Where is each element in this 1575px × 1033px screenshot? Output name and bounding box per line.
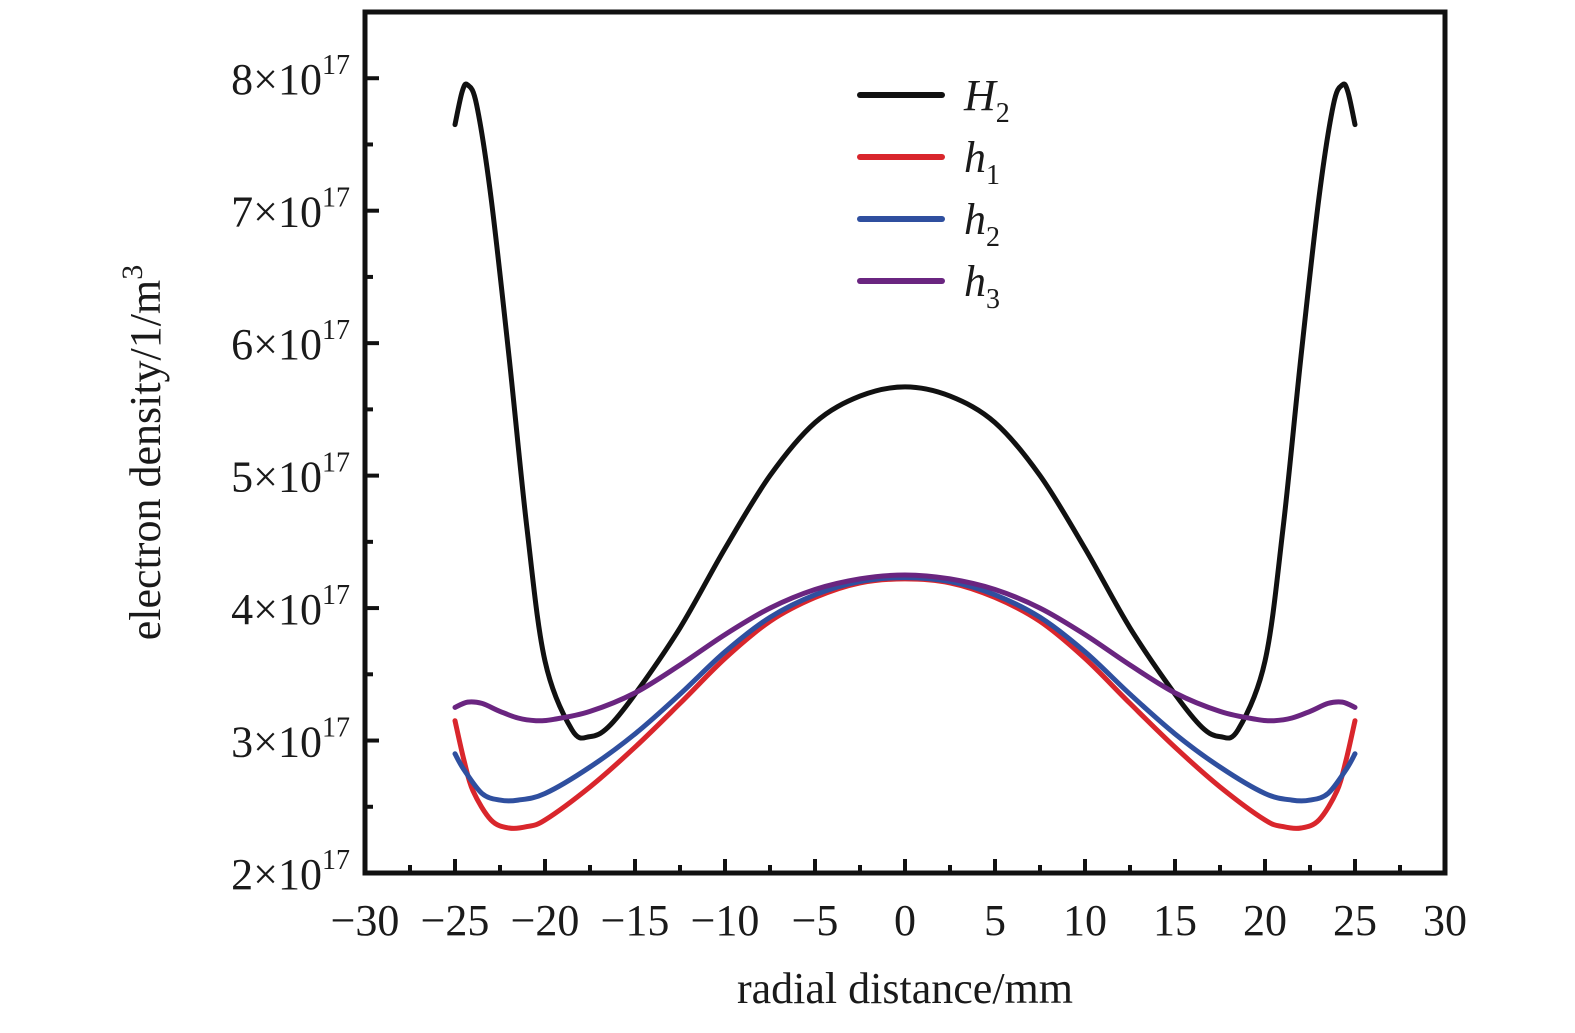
- x-tick-label: −20: [511, 896, 580, 945]
- ticks-layer: [363, 76, 1447, 875]
- y-tick-mantissa: 3×10: [231, 718, 322, 767]
- x-tick-label: 5: [984, 896, 1006, 945]
- y-tick-exponent: 17: [322, 315, 350, 346]
- series-line-h3: [452, 572, 1358, 724]
- series-layer: [452, 81, 1358, 831]
- legend-label-name: H: [963, 71, 998, 120]
- legend-label-subscript: 1: [986, 160, 1000, 191]
- x-tick-label: −10: [691, 896, 760, 945]
- y-tick-mantissa: 2×10: [231, 850, 322, 899]
- series-line-H2: [452, 81, 1358, 741]
- x-tick-label: 10: [1063, 896, 1107, 945]
- y-tick-label: 2×1017: [231, 845, 350, 899]
- legend-label-subscript: 3: [986, 284, 1000, 315]
- y-tick-mantissa: 4×10: [231, 585, 322, 634]
- legend-label: h1: [964, 133, 1000, 191]
- series-line-h1: [452, 576, 1358, 831]
- x-tick-label: 25: [1333, 896, 1377, 945]
- legend-label-name: h: [964, 257, 986, 306]
- y-axis-title: electron density/1/m3: [116, 265, 170, 640]
- y-tick-exponent: 17: [322, 845, 350, 876]
- legend-label: H2: [963, 71, 1010, 129]
- x-tick-label: −15: [601, 896, 670, 945]
- y-tick-exponent: 17: [322, 183, 350, 214]
- legend-label-name: h: [964, 195, 986, 244]
- legend-label-subscript: 2: [996, 98, 1010, 129]
- y-tick-mantissa: 6×10: [231, 320, 322, 369]
- y-tick-mantissa: 8×10: [231, 55, 322, 104]
- y-tick-exponent: 17: [322, 50, 350, 81]
- y-tick-mantissa: 7×10: [231, 188, 322, 237]
- x-tick-label: 15: [1153, 896, 1197, 945]
- y-tick-label: 7×1017: [231, 183, 350, 237]
- x-tick-label: 30: [1423, 896, 1467, 945]
- x-tick-label: 0: [894, 896, 916, 945]
- y-tick-label: 5×1017: [231, 448, 350, 502]
- x-tick-label: 20: [1243, 896, 1287, 945]
- x-axis-title: radial distance/mm: [737, 964, 1073, 1013]
- y-tick-label: 8×1017: [231, 50, 350, 104]
- x-tick-label: −30: [331, 896, 400, 945]
- y-tick-exponent: 17: [322, 448, 350, 479]
- x-tick-label: −5: [792, 896, 839, 945]
- legend-label: h3: [964, 257, 1000, 315]
- legend-label: h2: [964, 195, 1000, 253]
- y-tick-label: 4×1017: [231, 580, 350, 634]
- y-tick-exponent: 17: [322, 580, 350, 611]
- series-line-h2: [452, 575, 1358, 804]
- x-tick-label: −25: [421, 896, 490, 945]
- y-tick-label: 6×1017: [231, 315, 350, 369]
- plot-frame: [362, 9, 1448, 876]
- legend-label-subscript: 2: [986, 222, 1000, 253]
- y-tick-mantissa: 5×10: [231, 453, 322, 502]
- y-axis-title-superscript: 3: [116, 265, 149, 280]
- y-axis-title-text: electron density/1/m: [121, 280, 170, 640]
- legend-label-name: h: [964, 133, 986, 182]
- y-tick-exponent: 17: [322, 713, 350, 744]
- y-tick-label: 3×1017: [231, 713, 350, 767]
- tick-labels: −30 −25 −20 −15 −10 −5 0 5 10 15 20 25 302×10173×101…: [231, 50, 1467, 945]
